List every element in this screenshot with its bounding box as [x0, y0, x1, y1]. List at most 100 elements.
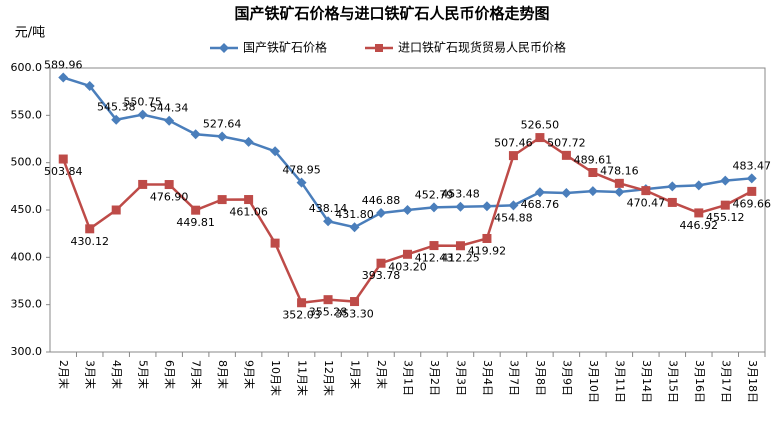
marker — [534, 187, 545, 198]
data-label: 461.06 — [229, 206, 268, 219]
data-label: 545.38 — [97, 101, 136, 114]
data-label: 468.76 — [521, 198, 560, 211]
marker — [587, 186, 598, 197]
x-tick-label: 11月末 — [296, 360, 310, 396]
marker — [270, 146, 281, 157]
marker — [588, 168, 598, 178]
data-label: 412.43 — [415, 252, 454, 265]
x-tick-label: 3月4日 — [481, 360, 494, 396]
data-label: 503.84 — [44, 165, 83, 178]
marker — [481, 201, 492, 212]
data-label: 589.96 — [44, 59, 83, 72]
data-label: 446.92 — [680, 219, 719, 232]
x-tick-label: 1月末 — [349, 360, 363, 389]
x-tick-label: 3月1日 — [402, 360, 415, 396]
x-tick-label: 3月18日 — [746, 360, 759, 403]
data-label: 527.64 — [203, 118, 242, 131]
data-label: 483.47 — [733, 159, 772, 172]
y-tick-label: 350.0 — [11, 298, 43, 311]
data-label: 489.61 — [574, 154, 613, 167]
x-tick-label: 8月末 — [216, 360, 230, 389]
marker — [508, 200, 519, 211]
marker — [720, 175, 731, 186]
marker — [164, 115, 175, 126]
data-label: 446.88 — [362, 194, 401, 207]
x-tick-label: 3月9日 — [560, 360, 573, 396]
y-tick-label: 550.0 — [11, 108, 43, 121]
marker — [667, 197, 677, 207]
data-label: 430.12 — [70, 235, 109, 248]
marker — [402, 205, 413, 215]
data-label: 507.46 — [494, 137, 533, 150]
chart-title: 国产铁矿石价格与进口铁矿石人民币价格走势图 — [234, 5, 549, 23]
marker — [428, 202, 439, 213]
legend-marker — [219, 43, 229, 53]
data-label: 455.12 — [706, 211, 745, 224]
data-label: 470.47 — [627, 197, 666, 210]
data-label: 453.48 — [441, 188, 480, 201]
marker — [694, 208, 704, 218]
marker — [429, 241, 439, 251]
marker — [376, 258, 386, 268]
x-tick-label: 3月2日 — [428, 360, 441, 396]
data-label: 478.95 — [282, 164, 321, 177]
legend-label: 国产铁矿石价格 — [243, 40, 327, 55]
data-label: 449.81 — [176, 216, 215, 229]
marker — [323, 216, 334, 227]
marker — [323, 295, 333, 305]
y-tick-label: 300.0 — [11, 345, 43, 358]
x-tick-label: 3月16日 — [693, 360, 706, 403]
x-tick-label: 4月末 — [110, 360, 124, 389]
marker — [270, 238, 280, 248]
data-label: 355.28 — [309, 306, 348, 319]
marker — [535, 133, 545, 143]
marker — [217, 195, 227, 205]
y-axis-label: 元/吨 — [15, 26, 45, 41]
y-tick-label: 450.0 — [11, 203, 43, 216]
x-tick-label: 6月末 — [163, 360, 177, 389]
marker — [164, 180, 174, 190]
x-tick-label: 3月末 — [84, 360, 98, 389]
marker — [349, 222, 360, 233]
marker — [614, 178, 624, 188]
marker — [244, 195, 254, 205]
series-line — [62, 136, 753, 305]
x-tick-label: 3月17日 — [719, 360, 732, 403]
x-tick-label: 3月7日 — [507, 360, 520, 396]
data-label: 507.72 — [547, 136, 586, 149]
marker — [191, 205, 201, 215]
marker — [58, 72, 69, 83]
x-tick-label: 7月末 — [190, 360, 204, 389]
data-label: 544.34 — [150, 102, 189, 115]
marker — [297, 298, 307, 308]
marker — [296, 177, 307, 188]
marker — [111, 114, 122, 125]
data-label: 431.80 — [335, 208, 374, 221]
marker — [190, 129, 201, 140]
marker — [455, 241, 465, 251]
marker — [58, 154, 68, 164]
marker — [746, 173, 757, 184]
data-label: 452.79 — [415, 188, 454, 201]
marker — [376, 207, 387, 218]
data-label: 476.90 — [150, 191, 189, 204]
marker — [482, 233, 492, 243]
marker — [561, 150, 571, 160]
data-label: 403.20 — [388, 260, 427, 273]
marker — [137, 109, 148, 120]
x-tick-label: 3月15日 — [666, 360, 679, 403]
x-tick-label: 3月11日 — [613, 360, 626, 403]
marker — [641, 186, 651, 196]
data-label: 550.75 — [123, 96, 162, 109]
x-tick-label: 12月末 — [322, 360, 336, 396]
x-tick-label: 3月10日 — [587, 360, 600, 403]
marker — [614, 187, 625, 198]
marker — [508, 151, 518, 161]
data-label: 353.30 — [335, 308, 374, 321]
marker — [84, 80, 95, 91]
y-tick-label: 400.0 — [11, 250, 43, 263]
marker — [747, 186, 757, 196]
legend-label: 进口铁矿石现货贸易人民币价格 — [398, 40, 566, 55]
x-tick-label: 2月末 — [375, 360, 389, 389]
